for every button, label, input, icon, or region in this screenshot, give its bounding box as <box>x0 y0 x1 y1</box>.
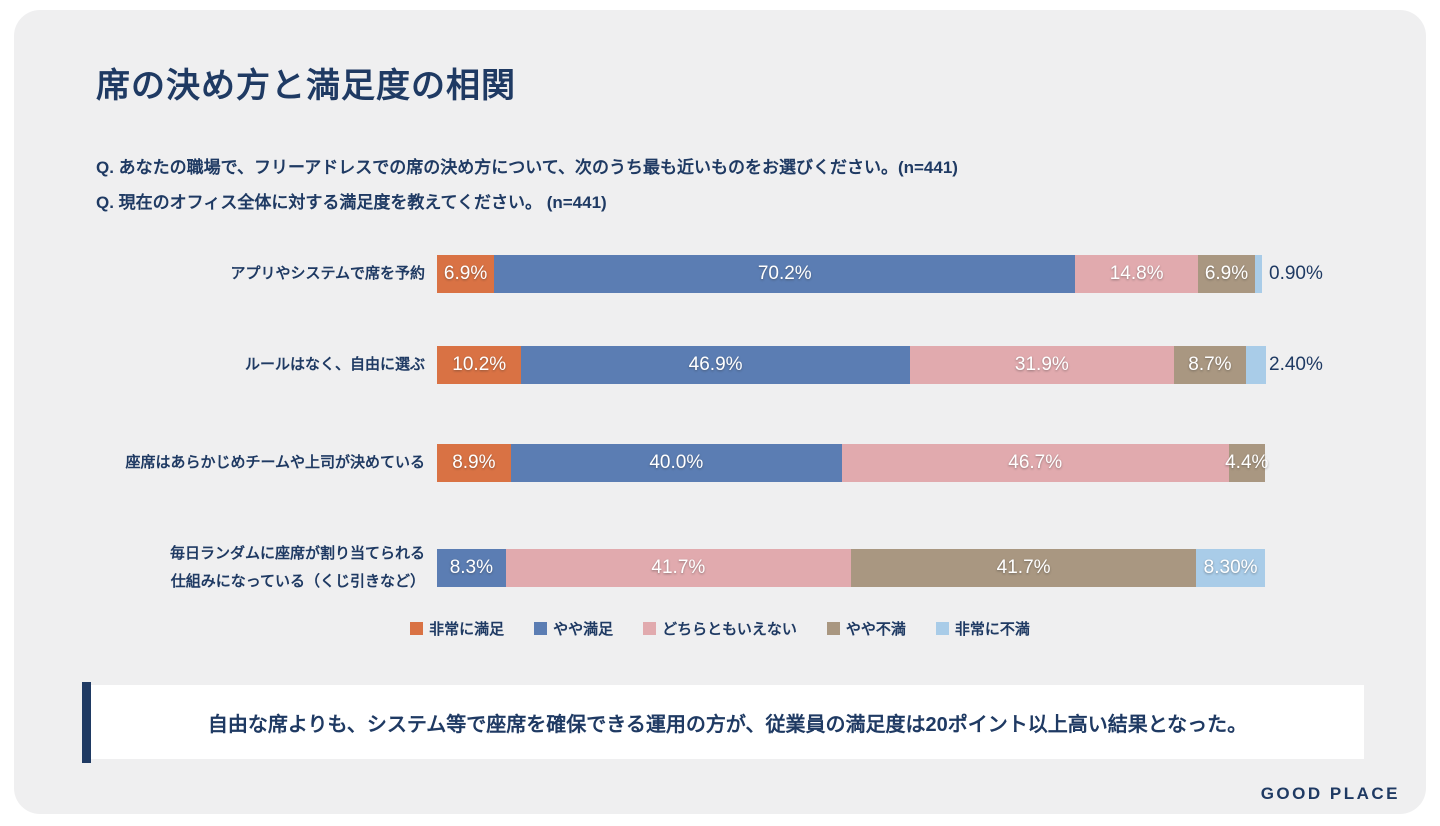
stacked-bar: 8.9% 40.0% 46.7% 4.4% <box>437 444 1268 482</box>
bar-segment: 70.2% <box>494 255 1076 293</box>
segment-label: 40.0% <box>649 452 704 473</box>
legend-swatch <box>410 622 424 635</box>
bar-segment: 41.7% <box>505 549 851 587</box>
bar-segment: 8.30% <box>1196 549 1265 587</box>
legend-label: 非常に満足 <box>429 621 505 638</box>
bar-segment: 6.9% <box>1197 255 1256 293</box>
segment-label: 41.7% <box>651 557 706 578</box>
legend-swatch <box>826 622 840 635</box>
survey-question-2: Q. 現在のオフィス全体に対する満足度を教えてください。 (n=441) <box>96 193 607 212</box>
legend-label: どちらともいえない <box>662 621 797 638</box>
callout-accent-bar <box>82 682 91 763</box>
survey-question-1: Q. あなたの職場で、フリーアドレスでの席の決め方について、次のうち最も近いもの… <box>96 158 958 177</box>
legend-item: やや満足 <box>534 618 613 639</box>
segment-label: 46.7% <box>1008 452 1063 473</box>
survey-questions: Q. あなたの職場で、フリーアドレスでの席の決め方について、次のうち最も近いもの… <box>96 150 958 220</box>
page-title: 席の決め方と満足度の相関 <box>96 67 516 105</box>
legend-item: 非常に不満 <box>935 618 1030 639</box>
legend-swatch <box>534 622 548 635</box>
slide-card: 席の決め方と満足度の相関 Q. あなたの職場で、フリーアドレスでの席の決め方につ… <box>14 10 1426 814</box>
stacked-bar: 8.3% 41.7% 41.7% 8.30% <box>437 549 1265 587</box>
legend-swatch <box>643 622 657 635</box>
stacked-bar: 10.2% 46.9% 31.9% 8.7% <box>437 346 1266 384</box>
chart-row: 毎日ランダムに座席が割り当てられる 仕組みになっている（くじ引きなど） 8.3% 4… <box>72 540 1382 596</box>
chart-row: アプリやシステムで席を予約 6.9% 70.2% 14.8% 6.9% 0.90% <box>72 255 1382 293</box>
legend-item: どちらともいえない <box>643 618 797 639</box>
category-label: 毎日ランダムに座席が割り当てられる 仕組みになっている（くじ引きなど） <box>169 545 425 590</box>
bar-segment: 46.7% <box>841 444 1229 482</box>
bar-segment: 41.7% <box>850 549 1197 587</box>
segment-label: 46.9% <box>688 354 743 375</box>
chart-row: 座席はあらかじめチームや上司が決めている 8.9% 40.0% 46.7% 4.4% <box>72 444 1382 482</box>
segment-label: 41.7% <box>996 557 1051 578</box>
chart-legend: 非常に満足 やや満足 どちらともいえない やや不満 非常に不満 <box>14 618 1426 639</box>
legend-label: やや満足 <box>553 621 614 638</box>
company-logo: GOOD PLACE <box>1260 784 1400 803</box>
stacked-bar: 6.9% 70.2% 14.8% 6.9% <box>437 255 1265 293</box>
segment-label: 31.9% <box>1014 354 1069 375</box>
bar-segment: 4.4% <box>1225 444 1268 482</box>
bar-segment: 8.9% <box>437 444 511 482</box>
callout-box: 自由な席よりも、システム等で座席を確保できる運用の方が、従業員の満足度は20ポイ… <box>91 685 1364 759</box>
bar-segment <box>1245 346 1266 384</box>
category-label: アプリやシステムで席を予約 <box>230 265 425 282</box>
bar-segment: 10.2% <box>437 346 522 384</box>
legend-item: 非常に満足 <box>410 618 504 639</box>
segment-label: 6.9% <box>1204 263 1249 284</box>
legend-swatch <box>935 622 949 635</box>
category-label: 座席はあらかじめチームや上司が決めている <box>125 454 425 471</box>
segment-label: 8.3% <box>449 557 494 578</box>
segment-label: 4.4% <box>1225 452 1269 473</box>
bar-segment: 6.9% <box>437 255 495 293</box>
bar-segment: 8.3% <box>437 549 506 587</box>
legend-label: 非常に不満 <box>954 621 1030 638</box>
chart-row: ルールはなく、自由に選ぶ 10.2% 46.9% 31.9% 8.7% 2.40% <box>72 346 1382 384</box>
segment-label-outside: 0.90% <box>1269 263 1323 284</box>
bar-segment: 40.0% <box>510 444 842 482</box>
segment-label: 6.9% <box>443 263 488 284</box>
chart: アプリやシステムで席を予約 6.9% 70.2% 14.8% 6.9% 0.90% ルールは… <box>72 255 1382 590</box>
segment-label: 10.2% <box>452 354 507 375</box>
segment-label-outside: 2.40% <box>1269 354 1323 375</box>
bar-segment <box>1255 255 1263 293</box>
bar-segment: 14.8% <box>1075 255 1198 293</box>
bar-segment: 46.9% <box>521 346 910 384</box>
segment-label: 70.2% <box>757 263 812 284</box>
segment-label: 8.30% <box>1203 557 1258 578</box>
bar-segment: 31.9% <box>909 346 1174 384</box>
callout-text: 自由な席よりも、システム等で座席を確保できる運用の方が、従業員の満足度は20ポイ… <box>207 713 1248 736</box>
legend-label: やや不満 <box>845 621 906 638</box>
category-label: ルールはなく、自由に選ぶ <box>244 356 425 373</box>
bar-segment: 8.7% <box>1173 346 1246 384</box>
segment-label: 14.8% <box>1109 263 1164 284</box>
segment-label: 8.9% <box>452 452 496 473</box>
legend-item: やや不満 <box>826 618 906 639</box>
segment-label: 8.7% <box>1188 354 1232 375</box>
